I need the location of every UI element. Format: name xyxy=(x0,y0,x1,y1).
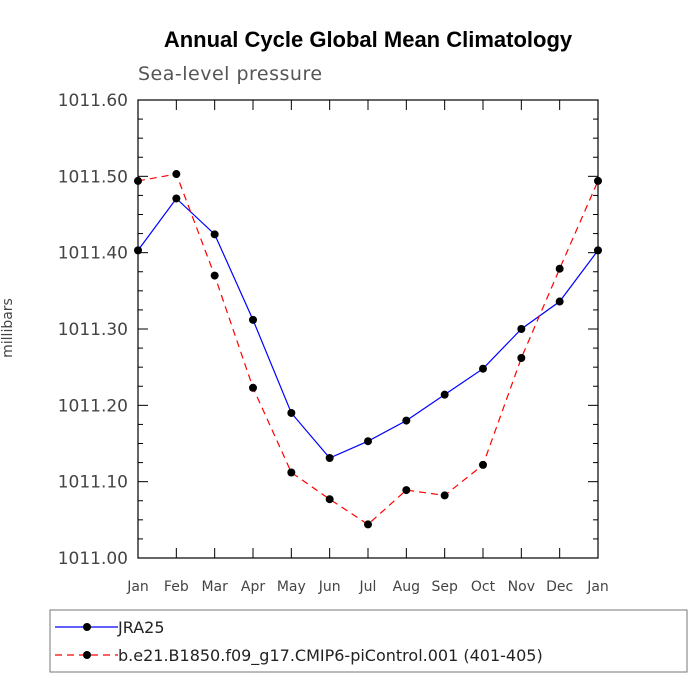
data-point xyxy=(364,437,372,446)
x-tick-label: May xyxy=(277,579,306,595)
data-point xyxy=(402,416,411,425)
data-point xyxy=(210,230,219,239)
x-tick-label: Apr xyxy=(241,579,265,595)
legend-marker xyxy=(83,623,91,631)
data-point xyxy=(287,408,296,417)
axes: 1011.00 1011.10 1011.20 1011.30 1011.40 1011.… xyxy=(58,91,609,595)
y-axis-label: millibars xyxy=(0,298,16,358)
y-tick-label: 1011.10 xyxy=(58,473,128,493)
x-tick-label: Mar xyxy=(201,579,228,595)
data-point xyxy=(325,495,334,504)
data-point xyxy=(210,271,219,280)
data-point xyxy=(517,354,526,363)
data-point xyxy=(287,468,296,477)
data-point xyxy=(517,325,526,333)
data-point xyxy=(440,491,449,500)
chart-subtitle: Sea-level pressure xyxy=(138,63,323,85)
x-tick-label: Dec xyxy=(546,579,573,595)
x-tick-label: Jul xyxy=(359,579,377,595)
legend: JRA25 b.e21.B1850.f09_g17.CMIP6-piControl… xyxy=(55,618,543,666)
data-point xyxy=(325,454,334,463)
data-point xyxy=(555,264,564,273)
data-point xyxy=(172,194,181,203)
legend-label: JRA25 xyxy=(117,618,165,637)
data-point xyxy=(479,364,487,373)
series-line-1 xyxy=(137,197,599,459)
x-tick-label: Aug xyxy=(393,579,420,595)
series-layer xyxy=(134,170,602,529)
data-point xyxy=(364,520,372,529)
x-tick-label: Jun xyxy=(318,579,341,595)
data-point xyxy=(440,390,449,399)
data-point xyxy=(594,176,602,185)
y-tick-label: 1011.20 xyxy=(58,396,128,416)
x-tick-label: Jan xyxy=(586,579,609,595)
legend-label: b.e21.B1850.f09_g17.CMIP6-piControl.001 … xyxy=(118,646,543,666)
y-tick-label: 1011.40 xyxy=(58,244,128,264)
x-tick-label: Oct xyxy=(471,579,496,595)
y-tick-label: 1011.30 xyxy=(58,320,128,340)
legend-box xyxy=(49,609,688,673)
data-point xyxy=(479,460,487,469)
x-tick-label: Sep xyxy=(431,579,458,595)
plot-frame xyxy=(137,99,599,559)
x-tick-label: Feb xyxy=(164,579,189,595)
x-tick-label: Jan xyxy=(126,579,149,595)
data-point xyxy=(249,315,257,324)
data-point xyxy=(172,170,181,179)
chart-title: Annual Cycle Global Mean Climatology xyxy=(164,27,573,52)
y-tick-label: 1011.00 xyxy=(58,549,128,569)
data-point xyxy=(555,297,564,306)
data-point xyxy=(402,486,411,495)
legend-marker xyxy=(83,651,91,659)
data-point xyxy=(594,246,602,255)
data-point xyxy=(134,246,142,255)
y-tick-label: 1011.60 xyxy=(58,91,128,111)
data-point xyxy=(249,383,257,392)
y-tick-label: 1011.50 xyxy=(58,167,128,187)
x-tick-label: Nov xyxy=(508,579,535,595)
data-point xyxy=(134,176,142,185)
